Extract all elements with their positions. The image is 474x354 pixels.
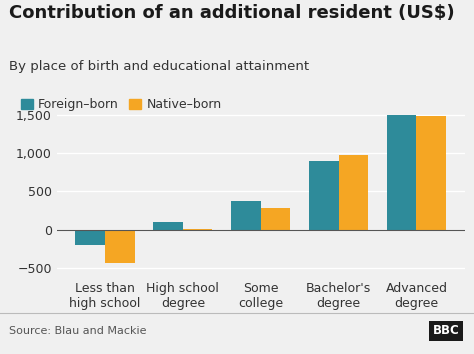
Bar	[387, 114, 416, 230]
Text: By place of birth and educational attainment: By place of birth and educational attain…	[9, 60, 310, 73]
Text: BBC: BBC	[433, 325, 460, 337]
Legend: Foreign–born, Native–born: Foreign–born, Native–born	[16, 93, 227, 116]
Text: Contribution of an additional resident (US$): Contribution of an additional resident (…	[9, 4, 455, 22]
Bar	[183, 229, 212, 230]
Bar	[231, 201, 261, 230]
Bar	[261, 208, 290, 230]
Bar	[105, 230, 135, 263]
Bar	[309, 161, 338, 230]
Text: Source: Blau and Mackie: Source: Blau and Mackie	[9, 326, 147, 336]
Bar	[153, 222, 183, 230]
Bar	[416, 116, 446, 230]
Bar	[75, 230, 105, 245]
Bar	[338, 155, 368, 230]
